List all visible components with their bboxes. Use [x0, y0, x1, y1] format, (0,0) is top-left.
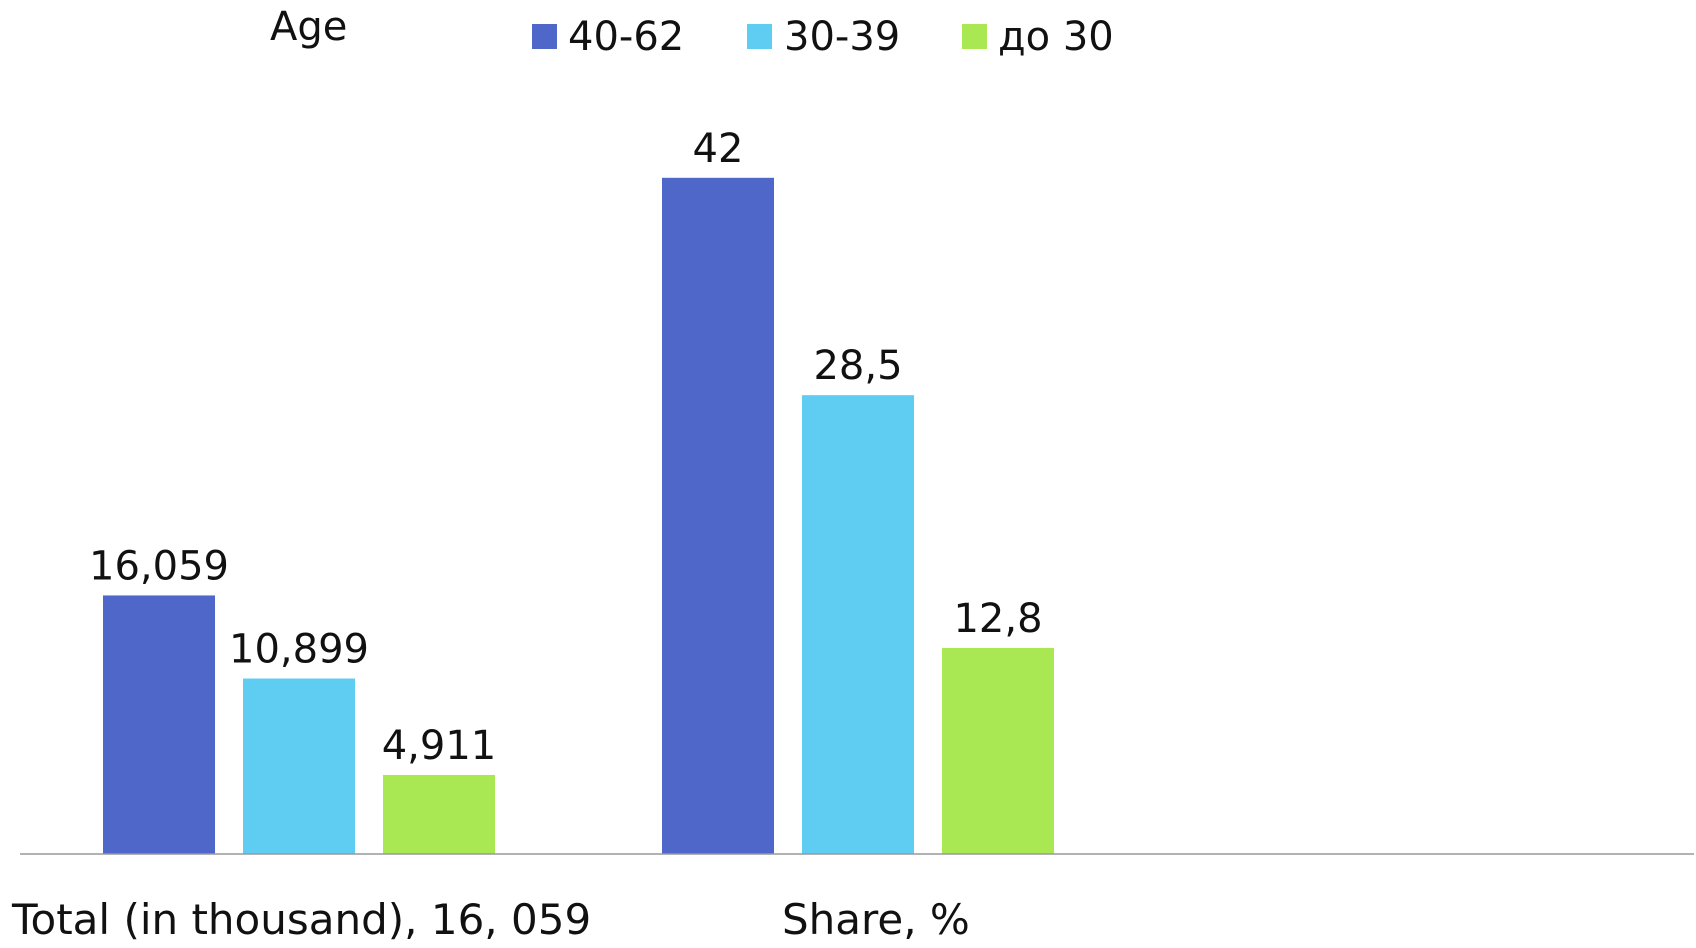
legend-swatch-40-62: [532, 24, 557, 49]
data-label-share-series-0: 42: [693, 126, 744, 172]
data-label-total-series-1: 10,899: [229, 627, 369, 673]
legend-swatch-under-30: [962, 24, 987, 49]
legend-label-40-62: 40-62: [568, 14, 684, 60]
bar-total-series-1: [243, 678, 355, 854]
legend-title: Age: [270, 4, 347, 50]
legend-label-under-30: до 30: [998, 14, 1114, 60]
data-label-total-series-0: 16,059: [89, 543, 229, 589]
bar-total-series-2: [383, 774, 495, 854]
bar-total-series-0: [103, 595, 215, 854]
x-axis-category-share: Share, %: [782, 895, 970, 944]
legend-label-30-39: 30-39: [784, 14, 900, 60]
data-label-share-series-2: 12,8: [953, 596, 1042, 642]
legend-swatch-30-39: [747, 24, 772, 49]
bar-share-series-2: [942, 647, 1054, 854]
legend: Age 40-62 30-39 до 30: [270, 4, 1114, 60]
x-axis-category-total: Total (in thousand), 16, 059: [11, 895, 591, 944]
data-label-total-series-2: 4,911: [382, 723, 497, 769]
bar-share-series-0: [662, 177, 774, 855]
bar-share-series-1: [802, 395, 914, 854]
data-label-share-series-1: 28,5: [813, 343, 902, 389]
